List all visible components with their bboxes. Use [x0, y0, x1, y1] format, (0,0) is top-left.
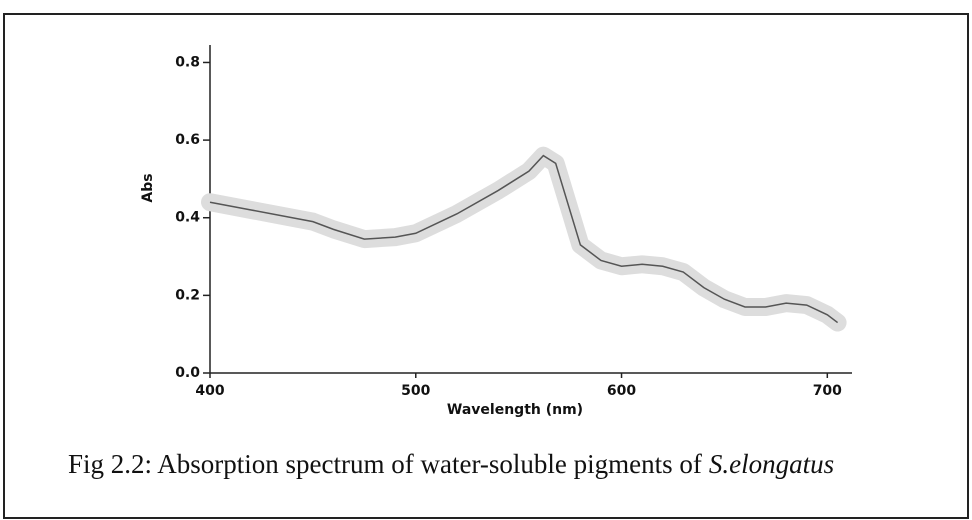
x-axis-label: Wavelength (nm): [447, 402, 583, 418]
line: [209, 154, 839, 324]
y-tick-label: 0.6: [175, 132, 200, 148]
y-tick-label: 0.8: [175, 54, 200, 70]
x-tick-label: 400: [195, 383, 224, 399]
y-tick-label: 0.2: [175, 287, 200, 303]
x-tick-label: 600: [607, 383, 636, 399]
line-band: [201, 146, 847, 332]
y-tick-label: 0.0: [175, 365, 200, 381]
caption-text: Fig 2.2: Absorption spectrum of water-so…: [68, 449, 702, 479]
frame: [3, 13, 969, 519]
caption-species: S.elongatus: [709, 449, 834, 479]
x-tick-label: 500: [401, 383, 430, 399]
y-axis-label: Abs: [140, 173, 156, 202]
y-tick-label: 0.4: [175, 210, 200, 226]
x-tick-label: 700: [813, 383, 842, 399]
caption: Fig 2.2: Absorption spectrum of water-so…: [68, 449, 834, 479]
